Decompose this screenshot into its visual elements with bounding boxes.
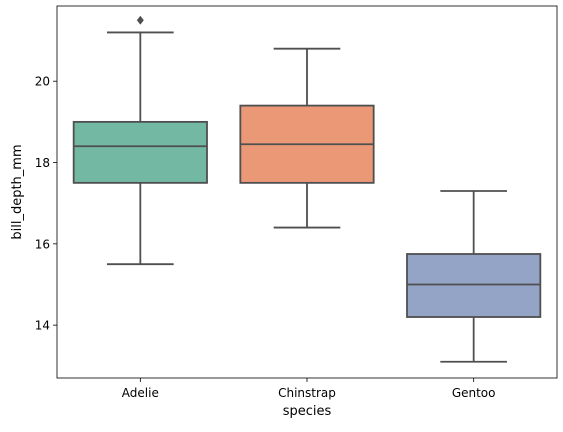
- axes-layer: Adelie Chinstrap Gentoo 14 16 18 20: [35, 75, 496, 400]
- x-axis-label: species: [283, 404, 332, 419]
- box-group-chinstrap: [239, 47, 375, 229]
- x-tick-label: Chinstrap: [278, 386, 336, 400]
- box-group-adelie: [72, 15, 208, 266]
- box-group-gentoo: [406, 190, 542, 363]
- y-tick-label: 20: [35, 75, 50, 89]
- y-axis-label: bill_depth_mm: [10, 144, 25, 239]
- box-iqr: [406, 253, 542, 318]
- x-tick-label: Gentoo: [452, 386, 496, 400]
- x-tick-label: Adelie: [122, 386, 159, 400]
- y-tick-label: 18: [35, 156, 50, 170]
- plot-frame: [56, 5, 558, 379]
- y-tick-label: 16: [35, 237, 50, 251]
- y-tick-label: 14: [35, 319, 50, 333]
- boxes-layer: [72, 15, 542, 363]
- outlier-point: [136, 15, 144, 25]
- box-iqr: [72, 120, 208, 184]
